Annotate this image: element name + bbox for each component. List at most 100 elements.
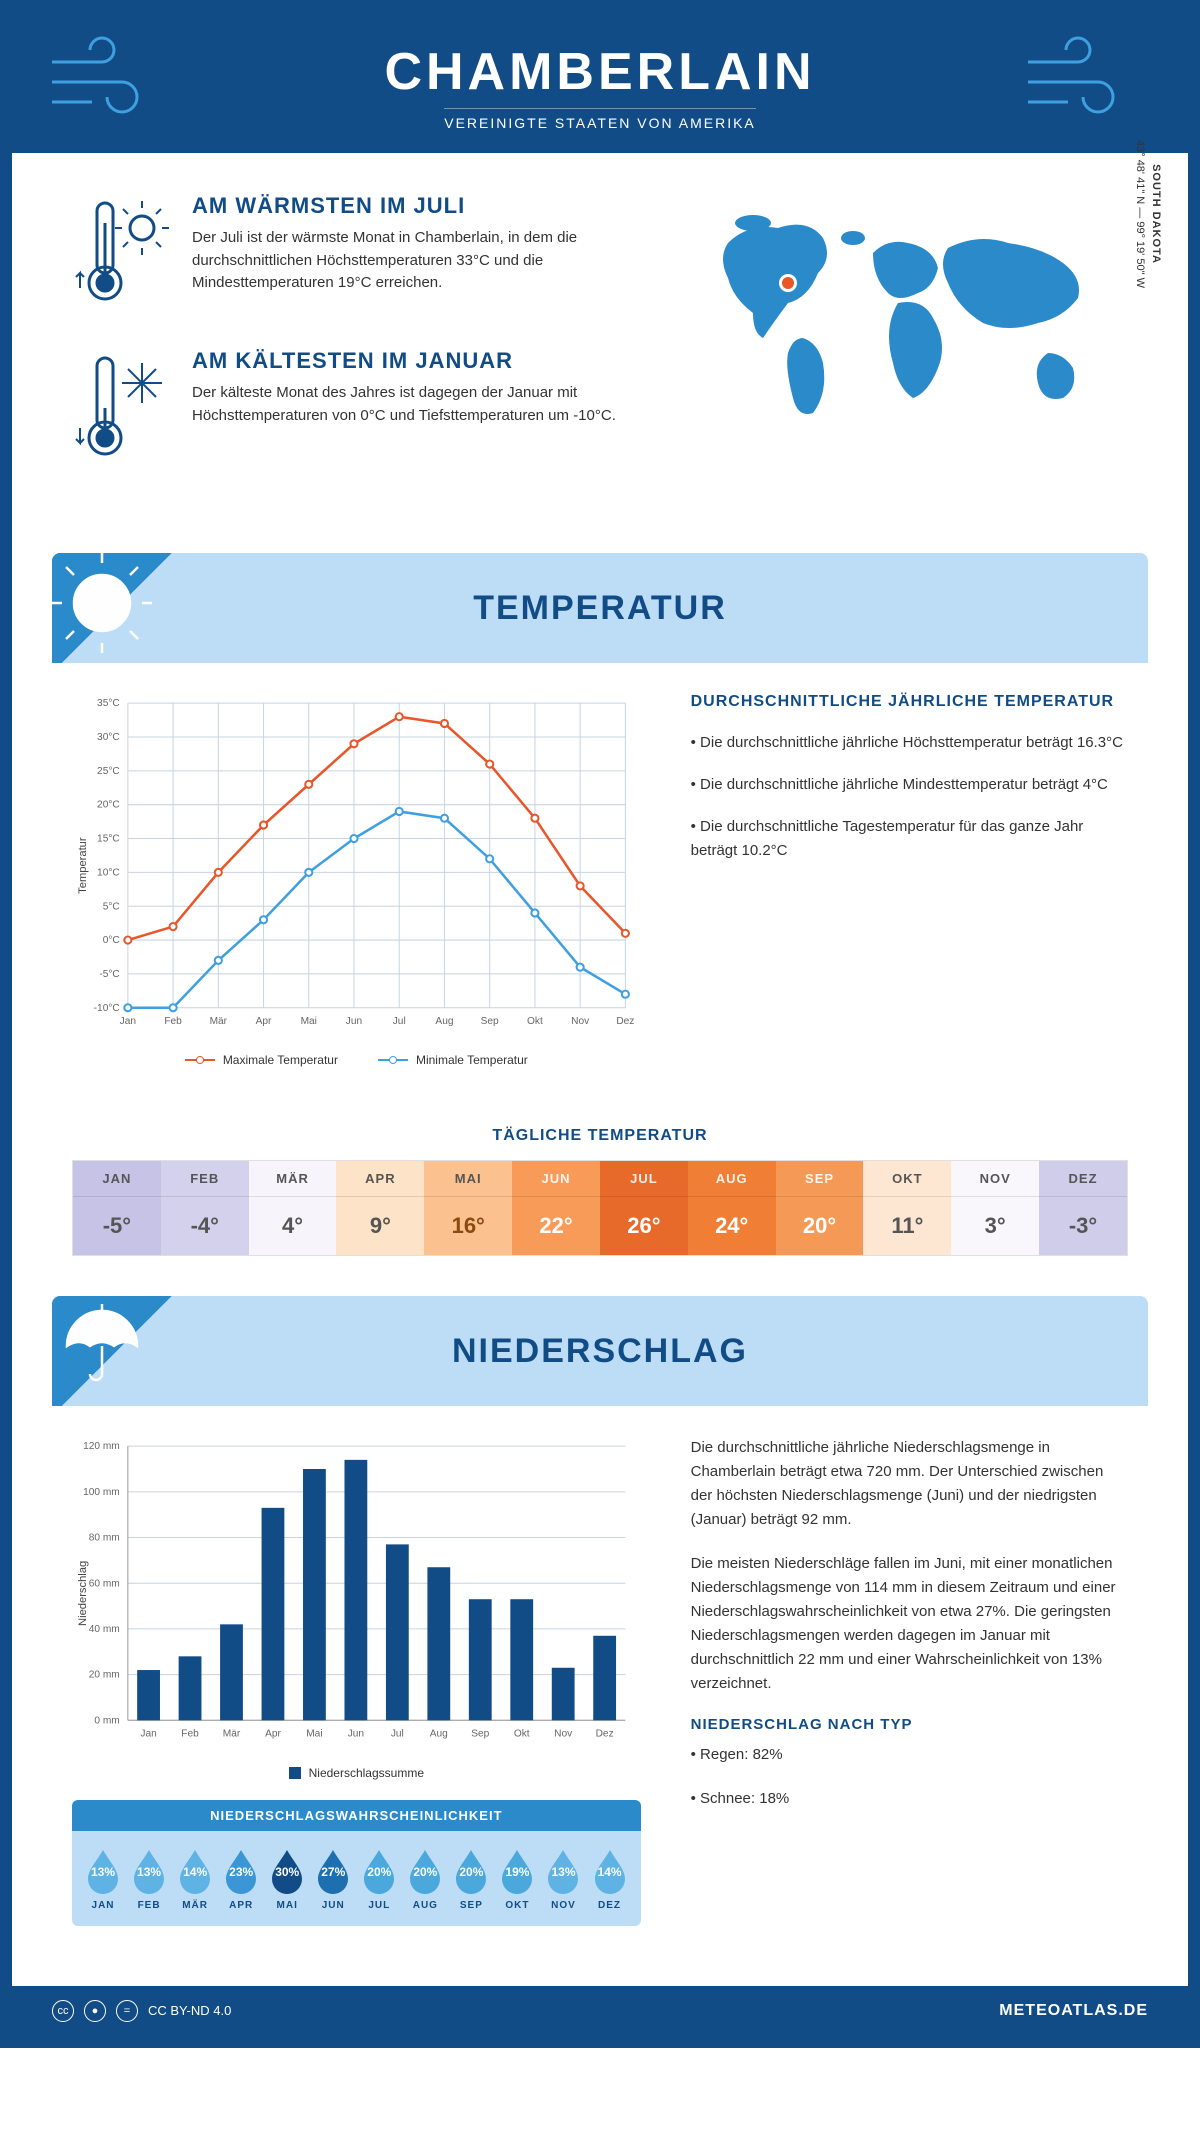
world-map: SOUTH DAKOTA 43° 48' 41" N — 99° 19' 50"…: [668, 193, 1128, 503]
precip-section-title: NIEDERSCHLAG: [452, 1332, 748, 1371]
prob-cell: 19%OKT: [496, 1846, 538, 1911]
svg-text:Jul: Jul: [393, 1016, 406, 1027]
daily-cell: SEP20°: [776, 1161, 864, 1255]
svg-text:Jun: Jun: [348, 1729, 364, 1740]
precip-type-title: NIEDERSCHLAG NACH TYP: [691, 1716, 1128, 1733]
svg-text:Jan: Jan: [140, 1729, 156, 1740]
prob-title: NIEDERSCHLAGSWAHRSCHEINLICHKEIT: [72, 1800, 641, 1831]
coordinates-label: SOUTH DAKOTA 43° 48' 41" N — 99° 19' 50"…: [1134, 140, 1162, 288]
svg-text:-10°C: -10°C: [94, 1003, 120, 1014]
precip-section-banner: NIEDERSCHLAG: [52, 1296, 1148, 1406]
precip-type-1: • Regen: 82%: [691, 1743, 1128, 1767]
svg-text:Feb: Feb: [164, 1016, 182, 1027]
daily-cell: JUL26°: [600, 1161, 688, 1255]
svg-text:Temperatur: Temperatur: [77, 837, 89, 894]
svg-text:Nov: Nov: [554, 1729, 573, 1740]
fact-cold-title: AM KÄLTESTEN IM JANUAR: [192, 348, 628, 374]
svg-text:Apr: Apr: [256, 1016, 272, 1027]
svg-text:Mai: Mai: [306, 1729, 322, 1740]
daily-cell: NOV3°: [951, 1161, 1039, 1255]
legend-min: Minimale Temperatur: [378, 1053, 528, 1067]
daily-cell: JAN-5°: [73, 1161, 161, 1255]
brand-name: METEOATLAS.DE: [999, 2002, 1148, 2020]
prob-cell: 20%JUL: [358, 1846, 400, 1911]
precip-bar-chart: 0 mm 20 mm 40 mm 60 mm 80 mm 100 mm 120 mm Nied…: [72, 1436, 641, 1780]
svg-text:Aug: Aug: [430, 1729, 448, 1740]
by-icon: ●: [84, 2000, 106, 2022]
page-footer: cc ● = CC BY-ND 4.0 METEOATLAS.DE: [12, 1986, 1188, 2036]
svg-text:80 mm: 80 mm: [89, 1533, 120, 1544]
prob-cell: 20%SEP: [450, 1846, 492, 1911]
svg-text:Okt: Okt: [527, 1016, 543, 1027]
svg-text:0 mm: 0 mm: [94, 1716, 119, 1727]
page-header: CHAMBERLAIN VEREINIGTE STAATEN VON AMERI…: [12, 12, 1188, 153]
fact-warm-text: Der Juli ist der wärmste Monat in Chambe…: [192, 227, 628, 295]
svg-text:5°C: 5°C: [103, 901, 120, 912]
umbrella-icon: [52, 1296, 152, 1396]
svg-text:40 mm: 40 mm: [89, 1624, 120, 1635]
wind-icon: [1018, 32, 1158, 122]
daily-cell: MAI16°: [424, 1161, 512, 1255]
svg-text:-5°C: -5°C: [99, 969, 119, 980]
svg-text:15°C: 15°C: [97, 834, 120, 845]
temp-info-title: DURCHSCHNITTLICHE JÄHRLICHE TEMPERATUR: [691, 693, 1128, 711]
prob-cell: 13%FEB: [128, 1846, 170, 1911]
svg-text:Aug: Aug: [435, 1016, 453, 1027]
svg-text:Nov: Nov: [571, 1016, 590, 1027]
page-subtitle: VEREINIGTE STAATEN VON AMERIKA: [444, 108, 756, 131]
svg-text:Niederschlag: Niederschlag: [77, 1561, 89, 1626]
svg-text:100 mm: 100 mm: [83, 1487, 120, 1498]
cc-icon: cc: [52, 2000, 74, 2022]
svg-text:Feb: Feb: [181, 1729, 199, 1740]
svg-text:10°C: 10°C: [97, 867, 120, 878]
prob-cell: 20%AUG: [404, 1846, 446, 1911]
temp-line-chart: -10°C -5°C 0°C 5°C 10°C 15°C 20°C 25°C 30°C 35°C J…: [72, 693, 641, 1067]
temp-info-1: • Die durchschnittliche jährliche Höchst…: [691, 731, 1128, 755]
precip-probability-box: NIEDERSCHLAGSWAHRSCHEINLICHKEIT 13%JAN13…: [72, 1800, 641, 1926]
daily-cell: OKT11°: [863, 1161, 951, 1255]
svg-text:Okt: Okt: [514, 1729, 530, 1740]
fact-warmest: AM WÄRMSTEN IM JULI Der Juli ist der wär…: [72, 193, 628, 318]
temp-info-2: • Die durchschnittliche jährliche Mindes…: [691, 773, 1128, 797]
temp-info-3: • Die durchschnittliche Tagestemperatur …: [691, 815, 1128, 863]
svg-text:20 mm: 20 mm: [89, 1670, 120, 1681]
svg-text:25°C: 25°C: [97, 766, 120, 777]
svg-text:Dez: Dez: [616, 1016, 634, 1027]
thermometer-hot-icon: [72, 193, 172, 318]
svg-text:Apr: Apr: [265, 1729, 281, 1740]
nd-icon: =: [116, 2000, 138, 2022]
svg-text:30°C: 30°C: [97, 732, 120, 743]
svg-text:Jul: Jul: [391, 1729, 404, 1740]
svg-text:35°C: 35°C: [97, 698, 120, 709]
daily-cell: DEZ-3°: [1039, 1161, 1127, 1255]
svg-text:Jan: Jan: [120, 1016, 136, 1027]
daily-cell: AUG24°: [688, 1161, 776, 1255]
svg-text:Mär: Mär: [210, 1016, 228, 1027]
prob-cell: 23%APR: [220, 1846, 262, 1911]
precip-text-2: Die meisten Niederschläge fallen im Juni…: [691, 1552, 1128, 1696]
svg-text:Jun: Jun: [346, 1016, 362, 1027]
svg-text:Mai: Mai: [301, 1016, 317, 1027]
daily-temp-table: JAN-5°FEB-4°MÄR4°APR9°MAI16°JUN22°JUL26°…: [72, 1160, 1128, 1256]
prob-cell: 13%JAN: [82, 1846, 124, 1911]
prob-cell: 14%DEZ: [589, 1846, 631, 1911]
svg-text:20°C: 20°C: [97, 800, 120, 811]
daily-cell: FEB-4°: [161, 1161, 249, 1255]
page-title: CHAMBERLAIN: [52, 42, 1148, 102]
thermometer-cold-icon: [72, 348, 172, 473]
license-text: CC BY-ND 4.0: [148, 2003, 231, 2018]
temp-section-banner: TEMPERATUR: [52, 553, 1148, 663]
fact-cold-text: Der kälteste Monat des Jahres ist dagege…: [192, 382, 628, 427]
svg-text:120 mm: 120 mm: [83, 1441, 120, 1452]
sun-icon: [52, 553, 162, 663]
daily-title: TÄGLICHE TEMPERATUR: [12, 1127, 1188, 1145]
prob-cell: 14%MÄR: [174, 1846, 216, 1911]
legend-max: Maximale Temperatur: [185, 1053, 338, 1067]
prob-cell: 13%NOV: [542, 1846, 584, 1911]
svg-text:0°C: 0°C: [103, 935, 120, 946]
svg-text:Sep: Sep: [481, 1016, 499, 1027]
fact-warm-title: AM WÄRMSTEN IM JULI: [192, 193, 628, 219]
prob-cell: 27%JUN: [312, 1846, 354, 1911]
svg-text:60 mm: 60 mm: [89, 1578, 120, 1589]
temp-section-title: TEMPERATUR: [473, 589, 727, 628]
